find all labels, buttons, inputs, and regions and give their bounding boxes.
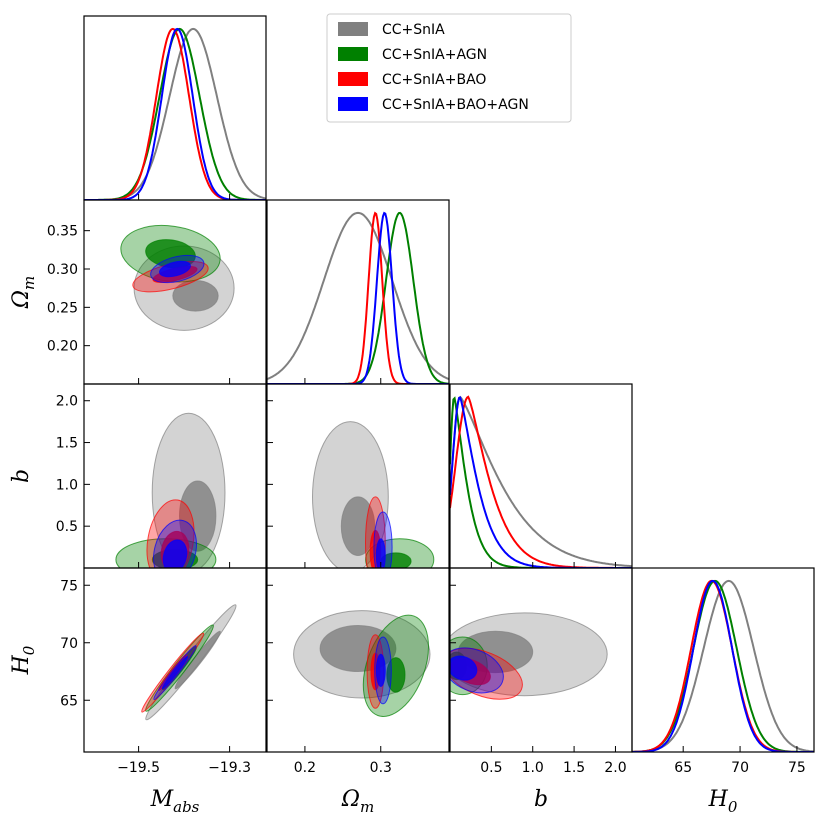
contour-iner — [450, 655, 478, 681]
x-axis-label-b: b — [534, 787, 548, 812]
legend: CC+SnIA CC+SnIA+AGN CC+SnIA+BAO CC+SnIA+… — [326, 13, 572, 123]
contour-iner — [340, 496, 376, 557]
y-axis-label-H0: H0 — [9, 645, 38, 675]
y-tick-label: 65 — [60, 693, 78, 709]
panel-frame — [449, 383, 633, 569]
marginal-curve — [450, 395, 632, 568]
y-tick-label: 1.0 — [56, 477, 78, 493]
y-tick-label: 0.25 — [47, 300, 78, 316]
x-axis-label-H0: H0 — [708, 787, 738, 816]
legend-label: CC+SnIA — [382, 22, 445, 38]
x-tick-label: 0.2 — [294, 760, 316, 776]
marginal-curve — [84, 27, 266, 200]
panel-Om-vs-M — [120, 224, 235, 331]
marginal-curve — [632, 579, 814, 752]
ticks: −19.5 −19.3 0.2 0.3 0.5 1.0 1.5 2.0 65 70 75 0.20 0.… — [47, 194, 806, 776]
legend-frame — [326, 13, 572, 123]
panel-frame — [631, 567, 815, 753]
legend-swatch — [338, 97, 368, 111]
panels — [84, 27, 814, 752]
legend-entry-2: CC+SnIA+BAO — [338, 72, 486, 88]
y-tick-label: 0.30 — [47, 262, 78, 278]
panel-b-vs-Om — [312, 421, 435, 568]
panel-H0-vs-Om — [293, 610, 431, 717]
panel-frame — [266, 199, 450, 385]
contour-iner — [375, 653, 386, 688]
panel-frames — [83, 15, 815, 753]
panel-b-vs-b — [450, 395, 632, 568]
y-axis-label-Om: Ωm — [9, 276, 38, 309]
contour-iner — [375, 538, 386, 568]
contour-iner — [162, 539, 188, 568]
legend-label: CC+SnIA+BAO — [382, 72, 486, 88]
y-tick-label: 70 — [60, 636, 78, 652]
y-axis-label-b: b — [9, 469, 34, 483]
marginal-curve — [267, 211, 449, 384]
legend-label: CC+SnIA+BAO+AGN — [382, 97, 529, 113]
x-tick-label: 65 — [674, 760, 692, 776]
y-tick-label: 0.35 — [47, 224, 78, 240]
axis-labels: Mabs Ωm b H0 Ωm b H0 — [9, 276, 738, 816]
marginal-curve — [450, 396, 632, 568]
y-tick-label: 75 — [60, 578, 78, 594]
panel-H0-vs-H0 — [632, 579, 814, 752]
x-tick-label: 75 — [788, 760, 806, 776]
contour-iner — [179, 480, 217, 552]
marginal-curve — [450, 396, 632, 568]
contour-iner — [161, 655, 189, 690]
x-tick-label: 1.0 — [522, 760, 544, 776]
y-tick-label: 0.20 — [47, 339, 78, 355]
x-axis-label-M: Mabs — [150, 787, 200, 816]
marginal-curve — [267, 211, 449, 384]
x-tick-label: 0.3 — [370, 760, 392, 776]
x-tick-label: 1.5 — [563, 760, 585, 776]
legend-entry-3: CC+SnIA+BAO+AGN — [338, 97, 529, 113]
panel-frame — [266, 567, 450, 753]
marginal-curve — [267, 211, 449, 381]
panel-M-vs-M — [84, 27, 266, 200]
x-axis-label-Om: Ωm — [341, 787, 374, 816]
y-tick-label: 1.5 — [56, 436, 78, 452]
marginal-curve — [267, 211, 449, 384]
legend-label: CC+SnIA+AGN — [382, 47, 487, 63]
legend-entry-0: CC+SnIA — [338, 22, 445, 38]
x-tick-label: 70 — [731, 760, 749, 776]
contour-iner — [158, 260, 192, 278]
panel-b-vs-M — [115, 412, 226, 568]
panel-Om-vs-Om — [267, 211, 449, 384]
x-tick-label: 2.0 — [604, 760, 626, 776]
legend-entry-1: CC+SnIA+AGN — [338, 47, 487, 63]
x-tick-label: −19.3 — [208, 760, 251, 776]
legend-swatch — [338, 72, 368, 86]
legend-swatch — [338, 22, 368, 36]
y-tick-label: 0.5 — [56, 519, 78, 535]
x-tick-label: 0.5 — [480, 760, 502, 776]
panel-H0-vs-M — [141, 604, 237, 721]
x-tick-label: −19.5 — [117, 760, 160, 776]
y-tick-label: 2.0 — [56, 394, 78, 410]
panel-H0-vs-b — [450, 612, 608, 700]
legend-swatch — [338, 47, 368, 61]
panel-frame — [83, 567, 267, 753]
